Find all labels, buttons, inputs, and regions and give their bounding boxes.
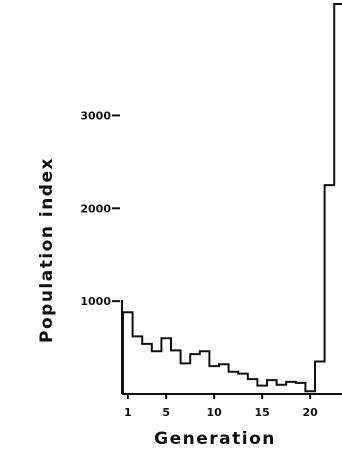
- x-tick-label: 20: [303, 406, 319, 419]
- bar-generation-8: [190, 354, 200, 394]
- bar-generation-5: [161, 338, 171, 394]
- x-tick-label: 1: [124, 406, 132, 419]
- bar-generation-2: [133, 336, 143, 394]
- x-tick-label: 5: [162, 406, 170, 419]
- bar-generation-6: [171, 350, 181, 394]
- y-axis-title: Population index: [37, 157, 57, 343]
- bar-generation-12: [229, 372, 239, 394]
- bar-generation-7: [181, 363, 191, 394]
- bar-marks: [123, 4, 342, 394]
- bar-generation-13: [238, 374, 248, 394]
- x-tick-label: 15: [255, 406, 270, 419]
- x-axis-title: Generation: [154, 429, 276, 449]
- bar-generation-15: [257, 386, 267, 394]
- bar-generation-3: [142, 344, 152, 394]
- bar-generation-22: [325, 185, 335, 394]
- bar-generation-9: [200, 351, 210, 394]
- bar-generation-18: [286, 382, 296, 394]
- bar-generation-10: [209, 366, 219, 394]
- bar-generation-14: [248, 379, 258, 394]
- y-tick-label: 1000: [80, 295, 111, 308]
- bar-generation-17: [277, 385, 287, 394]
- bar-generation-16: [267, 380, 277, 394]
- bar-generation-19: [296, 383, 306, 394]
- bar-generation-20: [305, 391, 315, 394]
- bar-generation-11: [219, 364, 229, 394]
- y-tick-label: 3000: [80, 109, 111, 122]
- bar-generation-23: [334, 4, 342, 394]
- bar-generation-4: [152, 351, 162, 394]
- population-step-line: [122, 3, 342, 394]
- bar-generation-1: [123, 312, 133, 394]
- bar-generation-21: [315, 362, 325, 395]
- x-tick-label: 10: [207, 406, 223, 419]
- y-tick-label: 2000: [80, 202, 111, 215]
- x-ticks: 1 5 10 15 20: [124, 394, 318, 419]
- y-ticks: 1000 2000 3000: [80, 109, 120, 308]
